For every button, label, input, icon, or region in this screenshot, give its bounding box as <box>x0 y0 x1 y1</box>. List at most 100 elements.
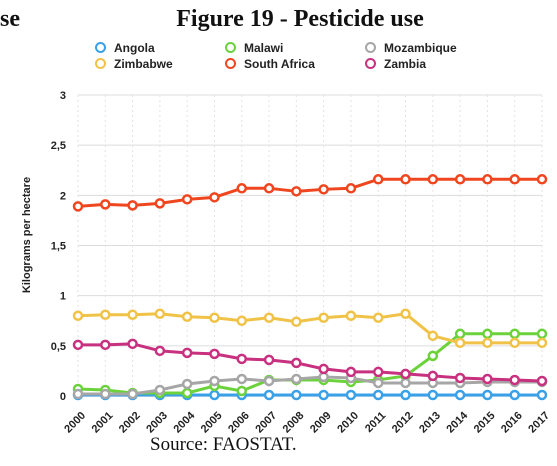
data-point-mozambique <box>154 384 166 396</box>
data-point-zimbabwe <box>454 337 466 349</box>
y-tick-label: 0 <box>60 391 66 403</box>
y-tick-label: 1 <box>60 291 66 303</box>
grid-layer <box>77 94 543 397</box>
legend-item-zambia: Zambia <box>365 56 525 71</box>
data-point-malawi <box>427 350 439 362</box>
legend-label-zimbabwe: Zimbabwe <box>114 56 173 71</box>
x-tick-label: 2010 <box>335 410 361 436</box>
x-tick-label: 2014 <box>444 409 470 435</box>
data-point-zambia <box>209 348 220 360</box>
data-point-mozambique <box>263 375 275 387</box>
data-point-zambia <box>263 354 275 366</box>
data-point-mozambique <box>400 377 411 389</box>
data-point-zimbabwe <box>236 315 248 326</box>
y-tick-label: 2 <box>60 190 66 202</box>
data-point-angola <box>454 389 466 401</box>
data-point-angola <box>509 389 520 401</box>
data-point-zambia <box>372 366 384 378</box>
x-tick-label: 2007 <box>253 410 279 436</box>
data-point-zimbabwe <box>291 316 302 328</box>
data-point-zambia <box>427 370 439 382</box>
legend-item-zimbabwe: Zimbabwe <box>95 56 225 71</box>
figure-title: Figure 19 - Pesticide use <box>176 6 424 32</box>
legend-label-south-africa: South Africa <box>244 56 315 71</box>
legend-marker-angola <box>95 42 106 53</box>
data-point-zambia <box>100 339 111 351</box>
data-point-south-africa <box>482 174 493 185</box>
source-note: Source: FAOSTAT. <box>150 434 297 455</box>
data-point-angola <box>427 389 439 401</box>
data-point-malawi <box>509 328 520 340</box>
x-tick-label: 2000 <box>62 410 88 436</box>
data-point-south-africa <box>345 183 357 194</box>
y-tick-label: 1,5 <box>51 241 66 253</box>
data-point-zimbabwe <box>154 308 166 319</box>
x-tick-label: 2003 <box>144 410 170 436</box>
series-layer <box>72 174 548 401</box>
data-point-south-africa <box>154 198 166 209</box>
data-point-mozambique <box>100 388 111 400</box>
data-point-zimbabwe <box>72 310 84 321</box>
series-line-zambia <box>78 342 543 383</box>
data-point-angola <box>318 389 329 401</box>
data-point-angola <box>291 389 302 401</box>
data-point-mozambique <box>72 388 84 400</box>
x-tick-label: 2015 <box>472 410 498 436</box>
data-point-mozambique <box>209 375 220 387</box>
data-point-mozambique <box>236 373 248 385</box>
data-point-south-africa <box>536 174 548 185</box>
data-point-south-africa <box>372 174 384 185</box>
data-point-malawi <box>482 328 493 340</box>
legend-label-zambia: Zambia <box>384 56 427 71</box>
data-point-angola <box>372 389 384 401</box>
x-tick-label: 2005 <box>199 410 225 436</box>
x-tick-label: 2006 <box>226 410 252 436</box>
data-point-south-africa <box>427 174 439 185</box>
data-point-south-africa <box>263 183 275 194</box>
data-point-zimbabwe <box>427 330 439 342</box>
data-point-malawi <box>454 328 466 340</box>
data-point-zambia <box>291 357 302 369</box>
x-tick-label: 2009 <box>308 410 334 436</box>
data-point-zambia <box>236 353 248 365</box>
data-point-zambia <box>345 366 357 378</box>
data-point-zimbabwe <box>181 311 193 322</box>
data-point-angola <box>209 389 220 401</box>
data-point-zambia <box>181 347 193 359</box>
data-point-south-africa <box>291 186 302 197</box>
x-tick-label: 2004 <box>171 409 197 435</box>
x-tick-label: 2012 <box>390 410 416 436</box>
data-point-mozambique <box>372 377 384 389</box>
x-tick-label: 2013 <box>417 410 443 436</box>
data-point-south-africa <box>100 199 111 210</box>
legend-item-south-africa: South Africa <box>225 56 365 71</box>
data-point-zimbabwe <box>482 337 493 349</box>
y-axis-label: Kilograms per hectare <box>21 177 33 293</box>
data-point-malawi <box>181 387 193 399</box>
data-point-zambia <box>400 368 411 380</box>
data-point-zambia <box>536 375 548 387</box>
x-tick-label: 2016 <box>499 410 525 436</box>
legend-label-malawi: Malawi <box>244 40 284 55</box>
legend-marker-mozambique <box>365 42 376 53</box>
x-tick-label: 2017 <box>526 410 552 436</box>
data-point-angola <box>400 389 411 401</box>
data-point-south-africa <box>400 174 411 185</box>
y-tick-label: 0,5 <box>51 341 66 353</box>
data-point-mozambique <box>127 388 138 400</box>
data-point-south-africa <box>454 174 466 185</box>
data-point-south-africa <box>72 201 84 212</box>
series-line-south-africa <box>77 177 542 208</box>
chart-legend: Angola Malawi Mozambique Zimbabwe South … <box>95 40 525 71</box>
data-point-zimbabwe <box>400 308 411 319</box>
data-point-angola <box>263 389 275 401</box>
data-point-zimbabwe <box>100 309 111 320</box>
data-point-mozambique <box>291 373 302 385</box>
data-point-zambia <box>318 363 329 375</box>
y-tick-label: 3 <box>60 90 66 102</box>
data-point-mozambique <box>181 378 193 390</box>
data-point-south-africa <box>127 200 138 211</box>
data-point-malawi <box>536 328 548 340</box>
data-point-zambia <box>454 372 466 384</box>
